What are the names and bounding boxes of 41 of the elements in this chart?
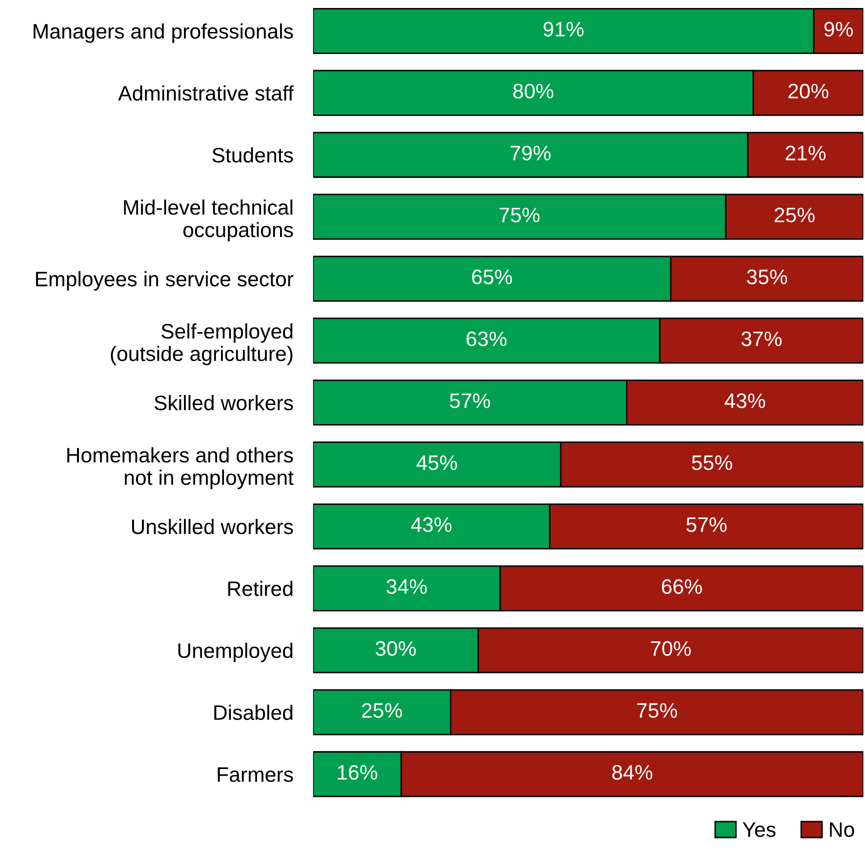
data-label: 65%	[472, 270, 512, 284]
y-tick-label: Disabled	[214, 704, 292, 720]
data-label: 79%	[510, 146, 551, 160]
y-tick-label: Unemployed	[178, 642, 292, 662]
data-label: 37%	[741, 331, 782, 346]
data-label: 55%	[692, 455, 732, 470]
legend-label: Yes	[742, 822, 776, 837]
data-label: 30%	[376, 641, 416, 656]
y-tick-label: Skilled workers	[154, 395, 293, 410]
y-tick-label: Unskilled workers	[132, 518, 293, 534]
data-label: 9%	[824, 22, 853, 37]
data-label: 91%	[544, 22, 584, 37]
y-tick-label: Managers and professionals	[34, 23, 293, 43]
data-label: 70%	[650, 641, 691, 656]
data-label: 57%	[450, 394, 490, 408]
y-tick-label: Homemakers and others not in employment	[67, 447, 294, 490]
data-label: 20%	[788, 84, 828, 98]
data-label: 75%	[500, 208, 540, 222]
data-label: 34%	[386, 579, 427, 594]
data-label: 80%	[513, 84, 554, 98]
data-label: 25%	[774, 208, 815, 222]
legend-label: No	[830, 822, 854, 837]
data-label: 63%	[466, 331, 507, 346]
data-label: 66%	[662, 579, 702, 594]
y-tick-label: Administrative staff	[118, 85, 294, 101]
y-tick-label: Self-employed (outside agriculture)	[110, 323, 292, 366]
data-label: 21%	[786, 146, 826, 160]
data-label: 57%	[686, 517, 727, 532]
data-label: 75%	[637, 703, 678, 718]
y-tick-label: Farmers	[218, 767, 293, 782]
data-label: 35%	[746, 270, 788, 284]
data-label: 43%	[724, 393, 766, 408]
y-tick-label: Students	[212, 147, 293, 163]
data-label: 84%	[612, 765, 652, 780]
y-tick-label: Retired	[228, 580, 292, 596]
y-tick-label: Employees in service sector	[36, 271, 294, 291]
y-tick-label: Mid-level technical occupations	[124, 200, 293, 242]
data-label: 25%	[362, 703, 402, 718]
data-label: 43%	[411, 517, 452, 532]
data-label: 45%	[416, 455, 458, 470]
data-label: 16%	[338, 765, 378, 780]
